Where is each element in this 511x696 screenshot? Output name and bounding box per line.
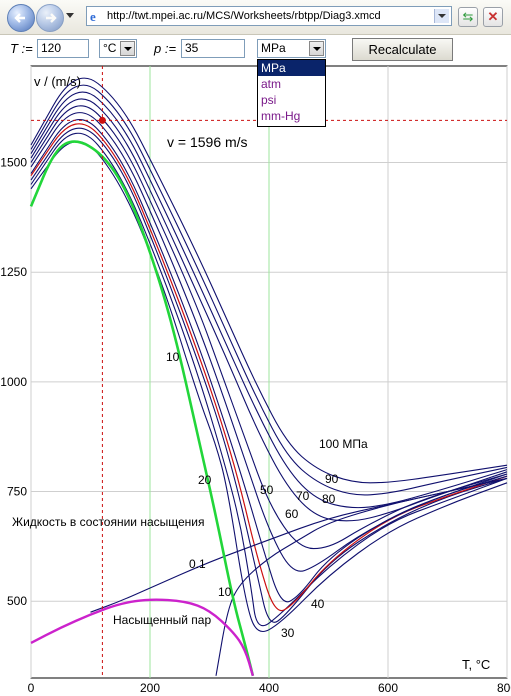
p50-label: 50 [260,483,274,497]
isobar-100 [30,77,508,484]
saturated-vapor-curve [30,598,255,677]
y-tick-label: 1500 [0,156,27,170]
y-axis-label: v / (m/s) [34,74,81,89]
isobar-50 [30,112,508,572]
p60-label: 60 [285,507,299,521]
pressure-unit-value: MPa [261,41,286,55]
unit-option-mmhg[interactable]: mm-Hg [261,109,301,123]
y-tick-label: 1000 [0,375,27,389]
p90-label: 90 [325,472,339,486]
forward-button[interactable] [36,4,64,32]
ie-page-icon: e [90,9,96,24]
back-arrow-icon [14,13,25,23]
recalculate-button[interactable]: Recalculate [352,38,453,61]
isobar-70 [30,98,508,522]
x-tick-label: 800 [497,681,511,695]
address-url[interactable]: http://twt.mpei.ac.ru/MCS/Worksheets/rbt… [107,10,381,22]
chevron-down-icon[interactable] [309,41,324,56]
marker-point [98,116,106,124]
refresh-icon: ⇆ [462,9,474,24]
unit-option-atm[interactable]: atm [261,77,282,91]
address-bar[interactable]: e http://twt.mpei.ac.ru/MCS/Worksheets/r… [86,6,452,26]
saturated-liquid-label: Жидкость в состоянии насыщения [12,515,205,529]
address-dropdown-icon[interactable] [434,9,449,23]
p10-lower-label: 10 [218,585,232,599]
isobar-90 [30,84,508,496]
isobar-80 [30,91,508,509]
isobar-30 [30,127,508,623]
forward-arrow-icon [46,13,57,23]
browser-toolbar: e http://twt.mpei.ac.ru/MCS/Worksheets/r… [0,0,511,35]
y-tick-label: 500 [7,594,27,608]
pressure-input[interactable]: 35 [181,39,245,58]
p01-label: 0.1 [189,557,206,571]
stop-button[interactable]: ✕ [483,7,503,27]
y-tick-label: 750 [7,485,27,499]
unit-option-psi[interactable]: psi [261,93,277,107]
history-dropdown-icon[interactable] [66,13,74,18]
status-strip [0,684,511,696]
p30-label: 30 [281,626,295,640]
p-label: p := [154,41,177,56]
x-tick-label: 0 [28,681,35,695]
y-tick-label: 1250 [0,265,27,279]
x-tick-label: 200 [140,681,160,695]
p100-label: 100 МПа [319,437,368,451]
isobar-40 [30,119,508,603]
pressure-unit-select[interactable]: MPa [257,39,326,58]
x-tick-label: 600 [378,681,398,695]
refresh-button[interactable]: ⇆ [458,7,478,27]
p20-label: 20 [198,473,212,487]
p80-label: 80 [322,492,336,506]
isobar-10 [30,141,508,633]
isobar-35-current [30,123,508,612]
p70-label: 70 [296,489,310,503]
back-button[interactable] [7,4,35,32]
x-axis-label: T, °C [462,657,490,672]
p40-label: 40 [311,597,325,611]
isobar-60 [30,105,508,550]
p10-upper-label: 10 [166,350,180,364]
pressure-unit-dropdown-list: MPa atm psi mm-Hg [257,59,326,127]
x-tick-label: 400 [259,681,279,695]
saturated-vapor-label: Насыщенный пар [113,613,211,627]
chevron-down-icon[interactable] [120,41,135,56]
marker-speed-label: v = 1596 m/s [167,134,248,150]
isobar-20 [30,132,508,627]
stop-icon: ✕ [487,9,499,24]
saturated-liquid-curve [29,140,255,677]
temperature-unit-select[interactable]: °C [99,39,137,58]
t-label: T := [10,41,33,56]
unit-option-mpa[interactable]: MPa [258,60,325,76]
temperature-unit-value: °C [103,41,117,55]
temperature-input[interactable]: 120 [37,39,89,58]
